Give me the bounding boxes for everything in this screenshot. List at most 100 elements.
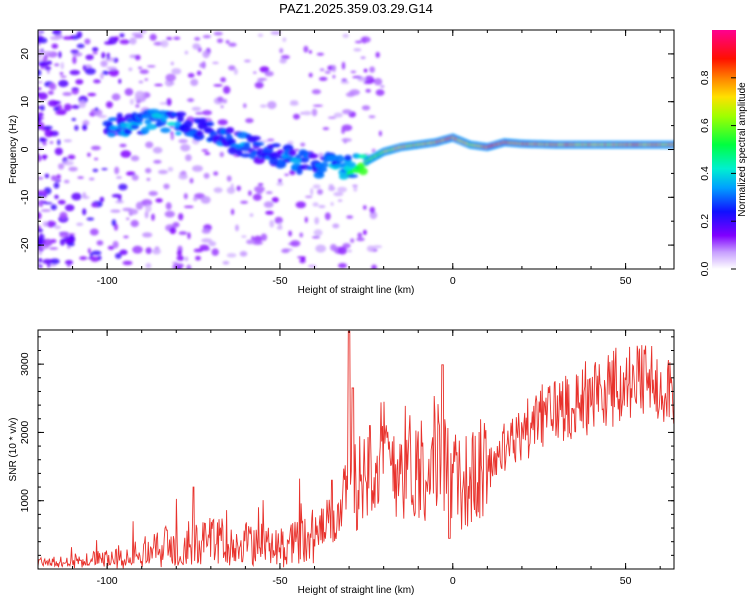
noise-blob — [173, 36, 181, 40]
spectrogram-xtick-label: 50 — [620, 275, 632, 287]
noise-blob — [120, 150, 132, 158]
noise-blob — [305, 195, 313, 198]
noise-blob — [76, 43, 85, 49]
noise-blob — [176, 249, 182, 257]
noise-blob — [115, 200, 125, 204]
snr-xtick-label: 0 — [450, 575, 456, 587]
noise-blob — [152, 146, 163, 154]
noise-blob — [38, 201, 44, 207]
noise-blob — [92, 47, 99, 52]
noise-blob — [213, 84, 223, 87]
noise-blob — [42, 141, 47, 146]
noise-blob — [235, 224, 239, 232]
noise-blob — [246, 239, 254, 245]
noise-blob — [341, 61, 346, 70]
noise-blob — [38, 155, 43, 162]
noise-blob — [122, 260, 133, 266]
noise-blob — [183, 205, 194, 208]
ridge-blob — [120, 122, 130, 128]
noise-blob — [92, 168, 99, 173]
noise-blob — [145, 262, 152, 269]
noise-blob — [311, 89, 321, 95]
noise-blob — [72, 56, 77, 65]
spectrogram-ridge — [102, 108, 674, 180]
noise-blob — [319, 68, 325, 72]
noise-blob — [49, 247, 59, 250]
noise-blob — [225, 40, 230, 44]
noise-blob — [248, 190, 252, 196]
noise-blob — [211, 248, 219, 256]
noise-blob — [222, 98, 228, 104]
noise-blob — [178, 231, 188, 235]
noise-blob — [302, 111, 312, 116]
noise-blob — [254, 81, 264, 89]
noise-blob — [352, 76, 363, 79]
noise-blob — [108, 36, 118, 45]
noise-blob — [160, 40, 169, 48]
spectrogram-xtick-label: -50 — [272, 275, 287, 287]
noise-blob — [308, 72, 313, 78]
noise-blob — [58, 51, 62, 59]
noise-blob — [213, 31, 223, 36]
noise-blob — [258, 140, 269, 143]
noise-blob — [279, 58, 287, 64]
noise-blob — [363, 81, 374, 85]
noise-blob — [333, 192, 344, 197]
noise-blob — [44, 129, 54, 138]
noise-blob — [38, 69, 42, 76]
noise-blob — [130, 155, 140, 162]
noise-blob — [43, 202, 53, 205]
noise-blob — [47, 100, 59, 107]
noise-blob — [131, 174, 139, 181]
noise-blob — [176, 266, 182, 269]
noise-blob — [373, 78, 383, 86]
noise-blob — [145, 204, 152, 213]
chart-title: PAZ1.2025.359.03.29.G14 — [279, 1, 433, 16]
noise-blob — [122, 207, 133, 212]
colorbar-tick-label: 0.0 — [699, 262, 711, 277]
noise-blob — [165, 73, 176, 82]
noise-blob — [134, 54, 141, 61]
noise-blob — [278, 222, 282, 229]
noise-blob — [312, 202, 319, 207]
noise-blob — [357, 232, 363, 238]
noise-blob — [48, 83, 55, 89]
noise-blob — [60, 75, 67, 78]
noise-blob — [134, 90, 145, 99]
noise-blob — [194, 37, 201, 41]
noise-blob — [290, 240, 301, 247]
noise-blob — [318, 205, 326, 209]
noise-blob — [259, 66, 270, 73]
colorbar-ticks: 0.0 0.2 0.4 0.6 0.8 — [699, 70, 736, 276]
noise-blob — [233, 68, 238, 75]
ridge-blob — [130, 124, 140, 130]
noise-blob — [154, 83, 164, 87]
noise-blob — [49, 258, 60, 265]
noise-blob — [338, 263, 347, 269]
ridge-blob — [240, 153, 252, 158]
noise-blob — [129, 37, 137, 45]
ridge-blob — [288, 149, 297, 157]
noise-blob — [75, 79, 84, 85]
noise-blob — [369, 206, 375, 214]
ridge-blob — [249, 135, 261, 141]
ridge-blob — [278, 160, 287, 168]
noise-blob — [67, 242, 75, 247]
noise-blob — [38, 143, 41, 146]
noise-blob — [97, 255, 102, 261]
noise-blob — [192, 165, 203, 172]
noise-blob — [87, 92, 97, 97]
noise-blob — [178, 173, 188, 180]
noise-blob — [265, 191, 273, 195]
noise-blob — [40, 105, 45, 111]
noise-blob — [371, 148, 376, 153]
noise-blob — [346, 215, 354, 219]
noise-blob — [293, 113, 300, 120]
noise-blob — [332, 223, 340, 229]
noise-blob — [380, 85, 385, 88]
noise-blob — [264, 71, 274, 77]
noise-blob — [64, 103, 72, 112]
noise-blob — [341, 128, 345, 135]
noise-blob — [289, 169, 296, 176]
noise-blob — [101, 52, 106, 59]
